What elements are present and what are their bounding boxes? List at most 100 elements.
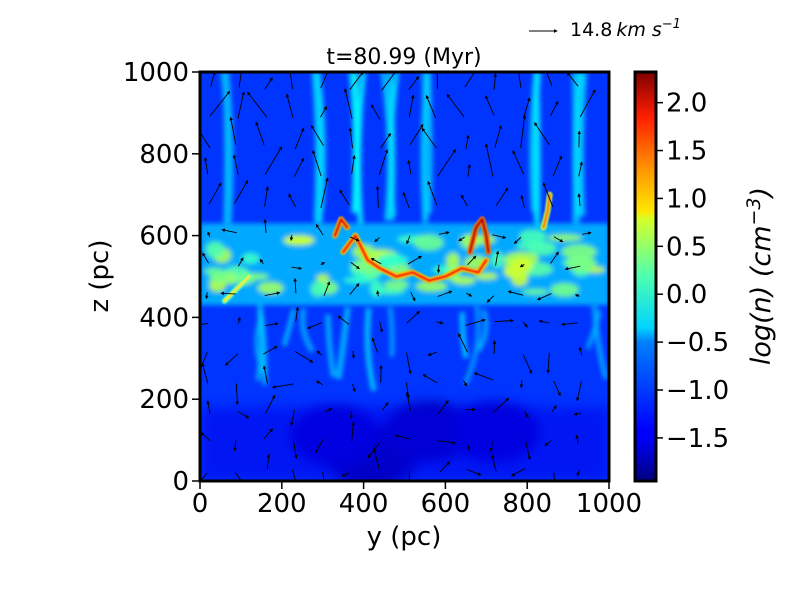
lower-wisp: [282, 308, 297, 347]
velocity-arrow: [436, 264, 441, 274]
velocity-arrow: [566, 72, 579, 87]
velocity-arrow: [233, 440, 237, 452]
chart-title: t=80.99 (Myr): [326, 45, 481, 70]
band-clump: [565, 255, 597, 272]
velocity-arrow: [437, 290, 453, 297]
velocity-arrow: [295, 306, 300, 322]
velocity-arrow: [381, 402, 389, 411]
velocity-arrow: [466, 442, 471, 451]
x-tick-label: 600: [421, 489, 471, 519]
velocity-arrow: [207, 231, 211, 238]
velocity-arrow: [255, 121, 265, 146]
velocity-arrow: [371, 337, 379, 353]
x-tick-label: 0: [192, 489, 209, 519]
velocity-arrow: [234, 179, 249, 204]
band-clump: [310, 280, 326, 297]
velocity-arrow: [437, 149, 456, 177]
velocity-arrow: [575, 434, 579, 444]
velocity-arrow: [288, 193, 296, 208]
colorbar-axis: 2.0 1.5 1.0 0.5 0.0 −0.5 −1.0 −1.5: [656, 89, 729, 454]
band-clump: [369, 280, 383, 297]
band-clump: [522, 288, 549, 295]
velocity-arrow: [552, 155, 563, 177]
velocity-arrow: [376, 290, 380, 297]
velocity-arrow: [486, 295, 495, 303]
velocity-arrow: [578, 161, 583, 177]
dense-filaments: [221, 191, 553, 305]
velocity-arrow: [315, 380, 324, 386]
velocity-arrow: [200, 131, 211, 149]
velocity-arrow: [380, 132, 391, 149]
velocity-arrow: [238, 72, 242, 88]
velocity-arrow: [573, 412, 581, 416]
velocity-arrow: [348, 127, 353, 149]
velocity-arrow: [484, 143, 494, 177]
velocity-arrow: [370, 104, 381, 120]
plume-strand: [222, 72, 234, 223]
plot-area: [200, 72, 609, 481]
velocity-arrow: [523, 97, 531, 117]
velocity-arrow: [491, 454, 497, 472]
velocity-arrow: [351, 155, 356, 175]
filament-core: [223, 275, 251, 303]
velocity-arrow: [263, 428, 274, 440]
velocity-arrow: [320, 72, 329, 89]
velocity-arrow: [436, 72, 439, 89]
velocity-arrow: [315, 223, 324, 236]
velocity-arrow: [372, 447, 380, 469]
band-clump: [516, 241, 547, 251]
velocity-arrow: [553, 472, 555, 481]
velocity-arrow: [209, 90, 231, 117]
band-clump: [205, 241, 225, 259]
velocity-arrow: [220, 291, 236, 296]
velocity-arrow: [289, 72, 293, 90]
velocity-arrow: [202, 252, 209, 264]
plume-strand: [426, 72, 433, 214]
velocity-arrow: [524, 410, 529, 419]
velocity-arrow: [458, 333, 468, 353]
velocity-arrow: [538, 319, 550, 324]
filament-core: [468, 217, 490, 254]
colorbar-tick-label: 1.0: [666, 184, 707, 214]
band-clump: [236, 272, 270, 281]
lower-wisp: [325, 314, 337, 378]
velocity-arrow: [224, 353, 239, 366]
velocity-arrow: [466, 292, 473, 297]
velocity-arrow: [221, 228, 237, 234]
colorbar-tick-label: 2.0: [666, 89, 707, 119]
velocity-arrow: [379, 321, 384, 333]
velocity-arrow: [492, 397, 510, 413]
lower-wisp: [476, 308, 489, 352]
velocity-arrow: [458, 236, 465, 242]
plume-strand: [348, 72, 360, 214]
velocity-arrow: [425, 95, 437, 119]
velocity-arrow: [408, 76, 420, 91]
velocity-arrow: [544, 440, 552, 446]
colorbar: [633, 70, 658, 483]
band-clump: [413, 234, 444, 251]
y-tick-label: 1000: [123, 58, 189, 88]
velocity-arrow: [351, 350, 356, 359]
velocity-arrow: [551, 405, 557, 412]
velocity-arrow: [285, 93, 294, 118]
quiver-key: 14.8 km s−1: [529, 17, 681, 41]
velocity-arrow: [306, 322, 322, 329]
band-clump: [283, 234, 315, 246]
velocity-arrow: [560, 322, 579, 327]
y-tick-label: 200: [139, 385, 189, 415]
velocity-arrow: [374, 237, 380, 243]
plume-strand: [386, 72, 396, 222]
velocity-arrow: [378, 149, 389, 176]
velocity-arrow: [446, 93, 465, 118]
lower-wisp: [591, 304, 609, 380]
velocity-arrow: [579, 89, 596, 117]
velocity-arrow: [394, 434, 411, 440]
lower-wisps: [254, 302, 609, 392]
x-axis: 0 200 400 600 800 1000: [192, 481, 642, 519]
low-density-floor: [200, 407, 609, 481]
velocity-arrow: [263, 219, 267, 234]
velocity-arrow: [206, 400, 211, 415]
midplane-band: [200, 223, 609, 306]
velocity-arrow: [542, 182, 554, 207]
